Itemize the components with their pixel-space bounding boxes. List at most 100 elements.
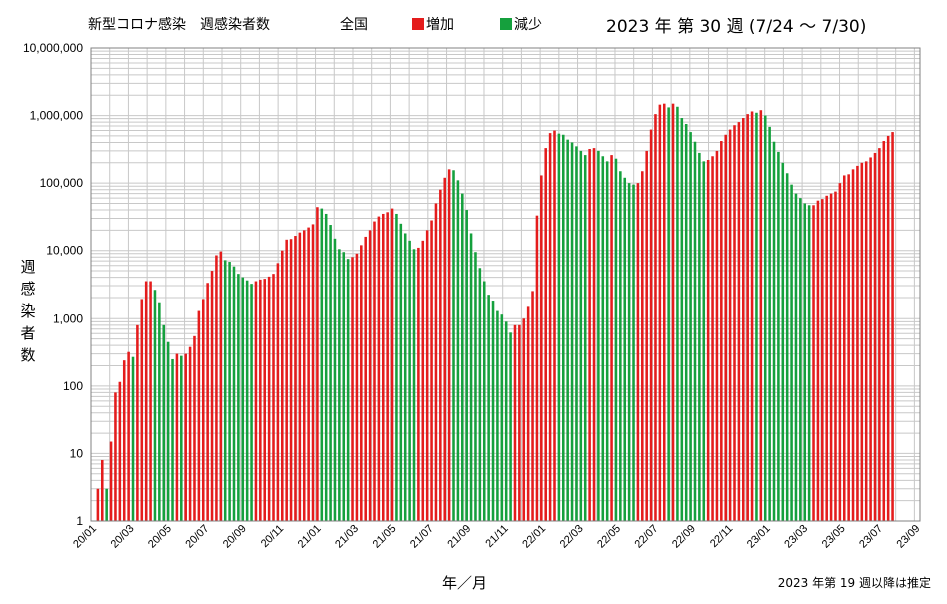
bar xyxy=(851,169,855,522)
bar xyxy=(500,314,504,521)
bar xyxy=(886,135,890,521)
x-tick-label: 21/11 xyxy=(483,523,510,550)
bar xyxy=(215,255,218,521)
bar xyxy=(816,200,820,521)
bar xyxy=(728,129,732,521)
bar xyxy=(267,276,271,521)
x-tick-label: 20/07 xyxy=(183,523,211,551)
x-tick-label: 21/01 xyxy=(296,523,324,551)
bar xyxy=(219,251,223,521)
bar xyxy=(579,150,583,522)
x-tick-label: 21/05 xyxy=(371,523,399,551)
bar xyxy=(856,165,859,521)
bar xyxy=(864,161,868,521)
bar xyxy=(755,112,758,521)
bar xyxy=(834,191,837,521)
x-tick-label: 22/05 xyxy=(595,523,623,551)
bar xyxy=(188,346,192,521)
y-tick-label: 10 xyxy=(70,446,84,460)
bar xyxy=(346,259,350,521)
bar xyxy=(597,150,600,522)
bar xyxy=(491,301,495,521)
bar xyxy=(583,155,587,521)
bar xyxy=(122,360,126,521)
bar xyxy=(803,203,807,521)
bar xyxy=(733,125,736,522)
x-tick-label: 23/07 xyxy=(857,523,885,551)
bar xyxy=(342,252,346,521)
bar xyxy=(649,129,653,521)
bar xyxy=(540,175,543,521)
bar xyxy=(355,253,359,521)
bar xyxy=(474,252,477,521)
y-tick-label: 10,000,000 xyxy=(23,41,83,55)
bar xyxy=(250,284,253,521)
bar xyxy=(320,208,324,521)
bar xyxy=(364,236,367,521)
chart-period: 2023 年 第 30 週 (7/24 ～ 7/30) xyxy=(606,17,867,37)
bar xyxy=(421,240,425,521)
bar xyxy=(456,180,460,522)
bar xyxy=(127,351,130,521)
bar xyxy=(254,281,258,521)
bar xyxy=(702,161,706,521)
bar xyxy=(592,148,596,521)
bar xyxy=(614,158,618,522)
bar xyxy=(662,103,666,521)
bar xyxy=(329,225,332,521)
bar xyxy=(390,208,394,521)
bar xyxy=(368,230,372,521)
bar xyxy=(825,195,828,521)
y-tick-label: 100 xyxy=(63,379,83,393)
bar xyxy=(136,324,139,521)
bar xyxy=(206,283,209,521)
bar xyxy=(561,134,565,522)
y-tick-label: 1,000 xyxy=(53,311,83,325)
bar xyxy=(285,239,288,521)
bar xyxy=(403,233,407,522)
bar xyxy=(360,245,363,521)
bar xyxy=(149,281,152,521)
bar xyxy=(812,205,815,521)
bar xyxy=(842,175,846,521)
x-tick-label: 22/11 xyxy=(708,523,735,550)
bar xyxy=(281,250,284,521)
bar xyxy=(245,280,249,521)
bar xyxy=(785,173,789,521)
bar xyxy=(399,223,403,522)
y-tick-label: 10,000 xyxy=(46,244,83,258)
bar xyxy=(829,193,833,521)
bar xyxy=(575,146,578,521)
bar xyxy=(689,132,692,521)
bar xyxy=(684,124,688,521)
bar xyxy=(518,324,521,521)
bar xyxy=(724,134,727,522)
y-tick-label: 1,000,000 xyxy=(30,109,84,123)
bar xyxy=(386,212,389,522)
legend-decrease: 減少 xyxy=(500,14,542,34)
x-tick-label: 23/03 xyxy=(782,523,810,551)
x-tick-label: 20/05 xyxy=(146,523,174,551)
bar xyxy=(605,161,609,521)
bar xyxy=(807,205,811,521)
bar xyxy=(461,193,464,521)
bar xyxy=(891,132,894,521)
bar xyxy=(237,274,240,521)
x-axis-title: 年／月 xyxy=(442,574,488,592)
bar xyxy=(548,133,552,522)
bar xyxy=(193,335,196,521)
chart-region: 全国 xyxy=(340,17,368,33)
bar xyxy=(746,114,749,521)
legend-increase-label: 増加 xyxy=(426,17,454,33)
bar xyxy=(259,279,262,521)
bar xyxy=(153,290,157,521)
bar xyxy=(522,318,526,521)
x-tick-label: 21/03 xyxy=(333,523,361,551)
bar xyxy=(570,142,574,521)
x-tick-label: 22/01 xyxy=(520,523,548,551)
bar xyxy=(623,177,627,521)
legend-decrease-swatch xyxy=(500,18,512,30)
bar xyxy=(232,266,236,521)
bar xyxy=(860,162,864,522)
bar xyxy=(513,324,517,521)
